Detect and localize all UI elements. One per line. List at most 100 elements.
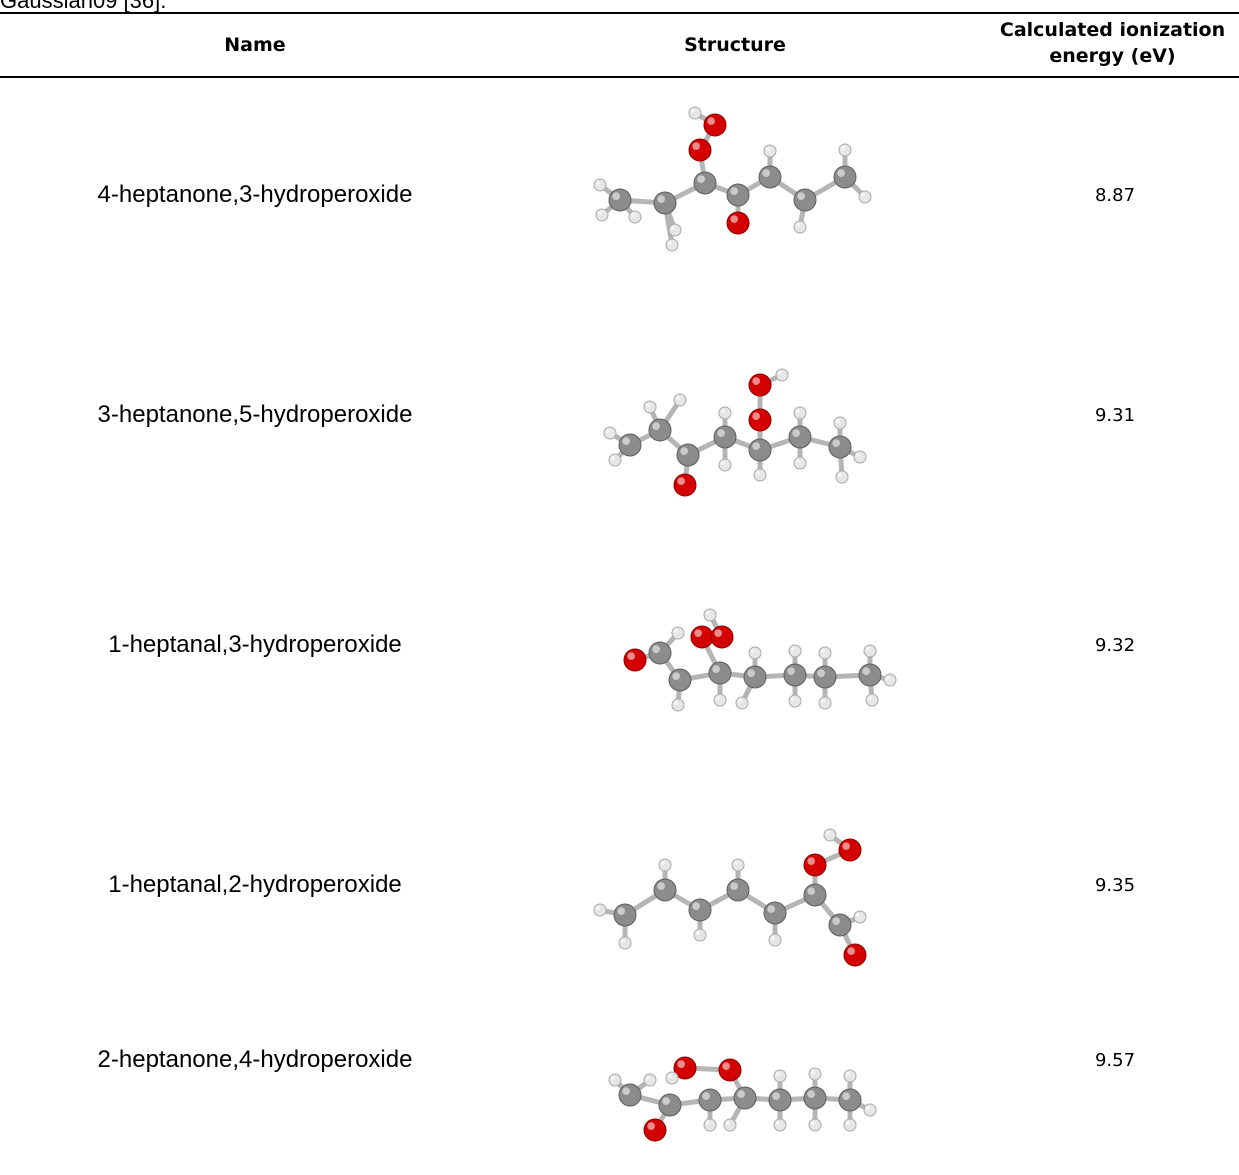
- atom-highlight: [595, 905, 600, 910]
- carbon-atom: [788, 425, 812, 449]
- atom-highlight: [692, 902, 700, 910]
- atom-highlight: [845, 1120, 850, 1125]
- hydrogen-atom: [883, 673, 897, 687]
- carbon-atom: [793, 188, 817, 212]
- atom-highlight: [817, 669, 825, 677]
- oxygen-atom: [703, 113, 727, 137]
- hydrogen-atom: [608, 453, 622, 467]
- carbon-atom: [768, 1088, 792, 1112]
- atom-highlight: [702, 1092, 710, 1100]
- hydrogen-atom: [748, 646, 762, 660]
- atom-highlight: [720, 408, 725, 413]
- atom-highlight: [657, 195, 665, 203]
- atom-highlight: [677, 477, 685, 485]
- hydrogen-atom: [753, 468, 767, 482]
- carbon-atom: [648, 418, 672, 442]
- hydrogen-atom: [818, 696, 832, 710]
- structure-image: [560, 80, 920, 310]
- atom-highlight: [737, 1090, 745, 1098]
- atom-highlight: [865, 1105, 870, 1110]
- atom-highlight: [610, 1075, 615, 1080]
- atom-highlight: [705, 1120, 710, 1125]
- atom-highlight: [842, 842, 850, 850]
- atom-highlight: [622, 437, 630, 445]
- hydrogen-atom: [773, 1118, 787, 1132]
- oxygen-atom: [643, 1118, 667, 1142]
- atom-highlight: [810, 1069, 815, 1074]
- carbon-atom: [783, 663, 807, 687]
- hydrogen-atom: [808, 1067, 822, 1081]
- hydrogen-atom: [788, 694, 802, 708]
- atom-highlight: [752, 377, 760, 385]
- hydrogen-atom: [853, 910, 867, 924]
- atom-highlight: [842, 1092, 850, 1100]
- atom-highlight: [860, 192, 865, 197]
- hydrogen-atom: [673, 393, 687, 407]
- atom-highlight: [697, 175, 705, 183]
- table-row: 1-heptanal,2-hydroperoxide 9.35: [0, 770, 1239, 1000]
- carbon-atom: [653, 191, 677, 215]
- atom-highlight: [725, 1120, 730, 1125]
- table-top-rule: [0, 12, 1239, 14]
- atom-highlight: [730, 215, 738, 223]
- hydrogen-atom: [713, 693, 727, 707]
- atom-highlight: [595, 180, 600, 185]
- atom-highlight: [775, 1071, 780, 1076]
- carbon-atom: [743, 665, 767, 689]
- atom-highlight: [610, 455, 615, 460]
- atom-highlight: [717, 429, 725, 437]
- hydrogen-atom: [688, 106, 702, 120]
- carbon-atom: [726, 183, 750, 207]
- molecule-structure-5: [608, 1056, 877, 1142]
- hydrogen-atom: [665, 238, 679, 252]
- oxygen-atom: [748, 408, 772, 432]
- hydrogen-atom: [843, 1069, 857, 1083]
- atom-highlight: [662, 1097, 670, 1105]
- atom-highlight: [597, 210, 602, 215]
- table-row: 4-heptanone,3-hydroperoxide 8.87: [0, 80, 1239, 310]
- carbon-atom: [653, 878, 677, 902]
- atom-highlight: [750, 648, 755, 653]
- hydrogen-atom: [628, 210, 642, 224]
- atom-highlight: [837, 472, 842, 477]
- atom-highlight: [797, 192, 805, 200]
- atom-highlight: [612, 192, 620, 200]
- atom-highlight: [627, 652, 635, 660]
- hydrogen-atom: [775, 368, 789, 382]
- atom-highlight: [790, 646, 795, 651]
- carbon-atom: [713, 425, 737, 449]
- atom-highlight: [840, 145, 845, 150]
- hydrogen-atom: [773, 1069, 787, 1083]
- compound-name: 3-heptanone,5-hydroperoxide: [97, 401, 413, 428]
- atom-highlight: [832, 439, 840, 447]
- atom-highlight: [792, 429, 800, 437]
- atom-highlight: [737, 698, 742, 703]
- oxygen-atom: [838, 838, 862, 862]
- oxygen-atom: [748, 373, 772, 397]
- hydrogen-atom: [763, 144, 777, 158]
- hydrogen-atom: [593, 178, 607, 192]
- oxygen-atom: [688, 138, 712, 162]
- atom-highlight: [837, 169, 845, 177]
- header-rule: [0, 76, 1239, 78]
- atom-highlight: [707, 117, 715, 125]
- atom-highlight: [657, 882, 665, 890]
- atom-highlight: [747, 669, 755, 677]
- hydrogen-atom: [823, 828, 837, 842]
- carbon-atom: [676, 443, 700, 467]
- atom-highlight: [690, 108, 695, 113]
- oxygen-atom: [623, 648, 647, 672]
- atom-highlight: [777, 370, 782, 375]
- molecule-structure-1: [593, 106, 872, 252]
- atom-highlight: [667, 1073, 672, 1078]
- atom-highlight: [652, 645, 660, 653]
- atom-highlight: [714, 629, 722, 637]
- atom-highlight: [767, 905, 775, 913]
- hydrogen-atom: [643, 400, 657, 414]
- atom-highlight: [712, 665, 720, 673]
- hydrogen-atom: [838, 143, 852, 157]
- hydrogen-atom: [703, 608, 717, 622]
- atom-highlight: [772, 1092, 780, 1100]
- caption-fragment: Gaussian09 [36].: [0, 0, 167, 13]
- carbon-atom: [828, 913, 852, 937]
